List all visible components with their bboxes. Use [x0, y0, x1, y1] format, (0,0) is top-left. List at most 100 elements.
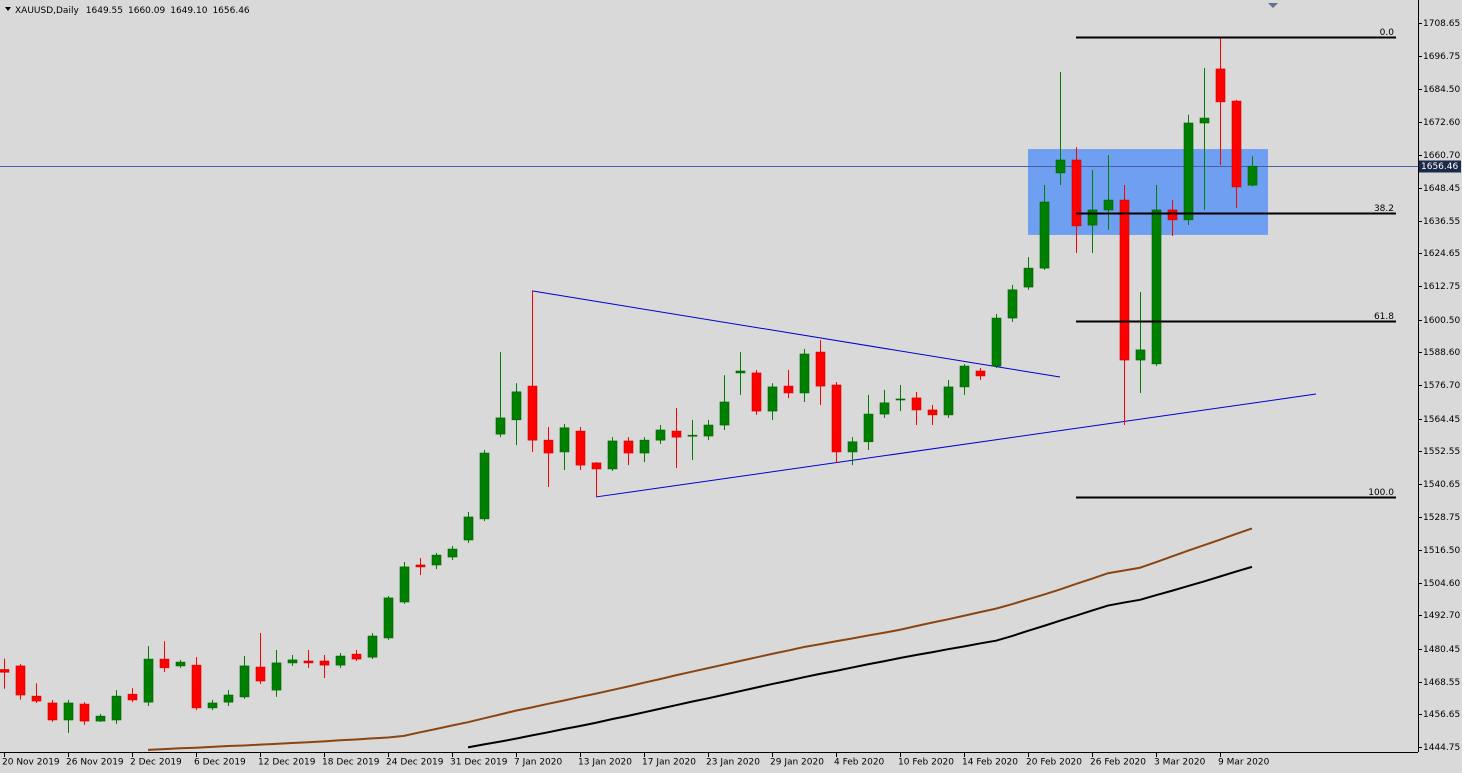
candle-body [831, 384, 842, 453]
candle-body [111, 695, 122, 721]
x-tick-label: 7 Jan 2020 [514, 758, 562, 768]
x-tick-label: 10 Feb 2020 [898, 758, 954, 768]
candle-body [431, 554, 442, 566]
y-tick-label: 1480.45 [1423, 645, 1460, 655]
y-tick-label: 1528.75 [1423, 513, 1460, 523]
shift-marker [1268, 3, 1278, 8]
y-tick-label: 1672.60 [1423, 118, 1460, 128]
candle-body [783, 385, 794, 394]
y-tick-label: 1540.65 [1423, 480, 1460, 490]
fib-label: 100.0 [1368, 488, 1394, 498]
candle-body [575, 430, 586, 466]
fib-label: 0.0 [1380, 28, 1395, 38]
candle-body [895, 398, 906, 401]
x-tick-label: 12 Dec 2019 [258, 758, 316, 768]
fib-label: 61.8 [1374, 312, 1394, 322]
candle-body [31, 695, 42, 702]
candle-body [815, 351, 826, 387]
candle-body [1199, 117, 1210, 124]
candle-body [1247, 165, 1258, 186]
menu-arrow [5, 7, 11, 11]
y-tick-label: 1624.65 [1423, 249, 1460, 259]
candle-body [639, 439, 650, 454]
y-tick-label: 1696.75 [1423, 52, 1460, 62]
candle-body [767, 386, 778, 412]
candle-body [287, 659, 298, 664]
candle-body [847, 441, 858, 453]
candle-body [95, 715, 106, 722]
candle-body [991, 317, 1002, 367]
trendline [531, 290, 1061, 378]
candle-body [159, 658, 170, 669]
candle-body [703, 424, 714, 437]
candle-body [863, 413, 874, 443]
candle-body [463, 516, 474, 541]
candle-body [383, 597, 394, 639]
x-tick-label: 3 Mar 2020 [1154, 758, 1206, 768]
x-tick-label: 6 Dec 2019 [194, 758, 246, 768]
x-tick-label: 9 Mar 2020 [1218, 758, 1270, 768]
y-tick-label: 1552.55 [1423, 447, 1460, 457]
header: XAUUSD,Daily 1649.55 1660.09 1649.10 1656.46 [15, 6, 250, 16]
candle-body [271, 662, 282, 691]
candle-body [671, 430, 682, 438]
candle-body [975, 370, 986, 377]
candle-body [303, 660, 314, 664]
candle-body [0, 669, 10, 673]
y-tick-label: 1444.75 [1423, 743, 1460, 753]
symbol: XAUUSD,Daily [15, 6, 79, 16]
candle-body [687, 434, 698, 437]
candle-body [1183, 122, 1194, 221]
x-tick-label: 31 Dec 2019 [450, 758, 508, 768]
candle-body [527, 385, 538, 441]
candle-body [1071, 159, 1082, 227]
candle-body [911, 397, 922, 411]
candle-body [495, 417, 506, 435]
y-tick-label: 1516.50 [1423, 546, 1460, 556]
candle-body [207, 702, 218, 709]
price-label-box [1419, 160, 1461, 173]
x-tick-label: 26 Nov 2019 [66, 758, 124, 768]
candle-body [1215, 68, 1226, 103]
candle-body [319, 660, 330, 666]
moving-average [147, 527, 1253, 751]
close-label: 1656.46 [212, 6, 249, 16]
x-tick-label: 24 Dec 2019 [386, 758, 444, 768]
x-tick-label: 23 Jan 2020 [706, 758, 760, 768]
x-tick-label: 4 Feb 2020 [834, 758, 885, 768]
y-tick-label: 1576.70 [1423, 381, 1460, 391]
candle-body [447, 548, 458, 558]
candle-body [607, 440, 618, 470]
high-label: 1660.09 [128, 6, 165, 16]
y-tick-label: 1612.75 [1423, 282, 1460, 292]
y-tick-label: 1468.55 [1423, 678, 1460, 688]
candle-body [959, 365, 970, 388]
x-tick-label: 14 Feb 2020 [962, 758, 1018, 768]
y-tick-label: 1504.60 [1423, 579, 1460, 589]
low-label: 1649.10 [170, 6, 207, 16]
candle-body [143, 658, 154, 703]
y-tick-label: 1588.60 [1423, 348, 1460, 358]
y-tick-label: 1492.70 [1423, 611, 1460, 621]
y-tick-label: 1564.45 [1423, 415, 1460, 425]
zone-rectangle [1028, 149, 1268, 235]
candle-body [799, 353, 810, 394]
candle-body [719, 401, 730, 426]
x-tick-label: 2 Dec 2019 [130, 758, 182, 768]
candle-body [335, 655, 346, 666]
moving-average [467, 565, 1253, 749]
fib-label: 38.2 [1374, 204, 1394, 214]
candle-body [127, 693, 138, 701]
candle-body [15, 665, 26, 696]
candle-body [879, 402, 890, 415]
x-tick-label: 29 Jan 2020 [770, 758, 824, 768]
candle-body [79, 703, 90, 722]
candle-body [351, 653, 362, 660]
y-tick-label: 1600.50 [1423, 316, 1460, 326]
candle-body [1007, 289, 1018, 319]
trendline [595, 393, 1317, 498]
candle-body [655, 429, 666, 441]
